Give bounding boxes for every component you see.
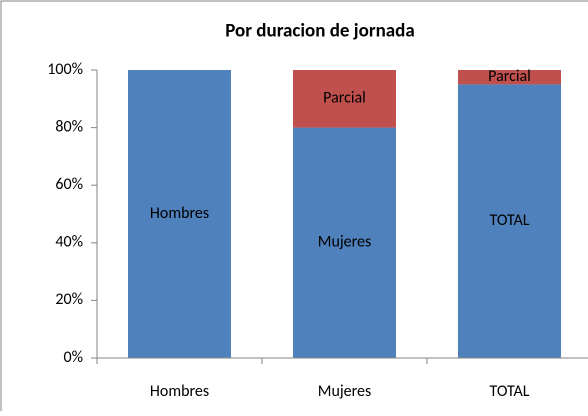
x-tick-label: Hombres bbox=[150, 382, 209, 401]
x-tick-label: TOTAL bbox=[489, 382, 529, 401]
y-tick-label: 100% bbox=[47, 60, 83, 79]
data-label: Parcial bbox=[323, 89, 366, 108]
bar-segment bbox=[458, 84, 561, 359]
y-tick-label: 60% bbox=[55, 175, 83, 194]
bar-segment bbox=[293, 70, 396, 128]
x-tick-label: Mujeres bbox=[318, 382, 371, 401]
data-label: Parcial bbox=[488, 67, 531, 86]
data-label: TOTAL bbox=[489, 211, 529, 230]
bar-segment bbox=[458, 70, 561, 85]
y-tick-label: 20% bbox=[55, 290, 83, 309]
y-tick-label: 0% bbox=[63, 348, 83, 367]
data-label: Mujeres bbox=[318, 233, 371, 252]
chart-title: Por duracion de jornada bbox=[225, 20, 415, 43]
y-tick-label: 40% bbox=[55, 233, 83, 252]
y-tick-label: 80% bbox=[55, 117, 83, 136]
bar-segment bbox=[128, 70, 231, 358]
bar-segment bbox=[293, 127, 396, 358]
data-label: Hombres bbox=[150, 204, 209, 223]
